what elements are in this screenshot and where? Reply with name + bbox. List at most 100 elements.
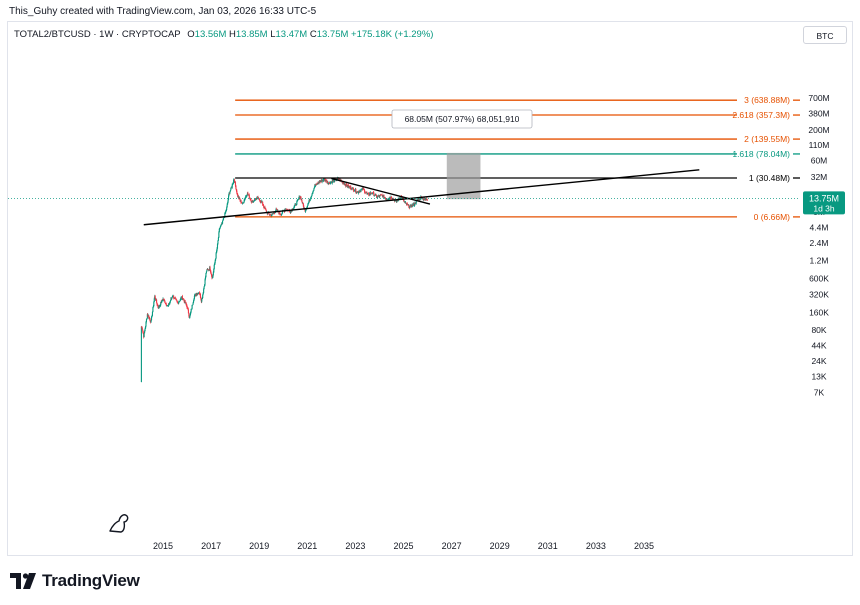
candle-body xyxy=(382,195,384,198)
candle-body xyxy=(411,204,413,208)
candle-body xyxy=(301,201,303,204)
candle-body xyxy=(146,318,148,320)
candle-body xyxy=(243,199,245,202)
candle-body xyxy=(311,193,313,196)
tradingview-brand[interactable]: TradingView xyxy=(10,571,140,591)
candle-body xyxy=(238,196,240,199)
candle-body xyxy=(310,198,312,200)
candle-body xyxy=(220,225,222,227)
candle-body xyxy=(296,201,298,205)
symbol-label[interactable]: TOTAL2/BTCUSD · 1W · CRYPTOCAP xyxy=(14,29,181,40)
candle-body xyxy=(368,194,370,196)
candle-body xyxy=(204,277,207,280)
candle-body xyxy=(189,313,191,316)
candle-body xyxy=(321,180,323,182)
candle-body xyxy=(388,198,390,200)
candle-body xyxy=(343,183,345,184)
candle-body xyxy=(424,198,426,200)
candle-body xyxy=(281,213,283,216)
candle-body xyxy=(168,302,171,305)
measure-tooltip-box xyxy=(391,109,533,129)
candle-body xyxy=(256,197,258,200)
candle-body xyxy=(319,181,321,183)
candle-body xyxy=(212,272,214,276)
candle-body xyxy=(220,224,222,226)
candle-body xyxy=(215,258,217,261)
measure-tooltip-text: 68.05M (507.97%) 68,051,910 xyxy=(405,114,520,124)
candle-body xyxy=(311,193,314,194)
candle-body xyxy=(303,205,305,209)
candle-body xyxy=(317,182,319,184)
candle-body xyxy=(176,301,178,303)
candle-body xyxy=(233,179,235,183)
candle-body xyxy=(190,308,192,312)
candle-body xyxy=(234,179,236,183)
low-label: L xyxy=(270,29,276,40)
candle-body xyxy=(234,182,237,186)
candle-body xyxy=(227,202,229,205)
candle-body xyxy=(364,189,366,193)
candle-body xyxy=(223,217,225,218)
candle-body xyxy=(355,188,357,193)
candle-body xyxy=(327,182,329,183)
candle-body xyxy=(169,301,171,303)
candle-body xyxy=(379,195,381,196)
candle-body xyxy=(247,192,249,195)
candle-body xyxy=(423,199,425,200)
last-price-tag-value: 13.75M xyxy=(809,193,839,203)
candle-body xyxy=(156,302,158,305)
price-axis-tick: 4.4M xyxy=(810,223,829,233)
brand-name: TradingView xyxy=(42,571,140,590)
candle-body xyxy=(171,297,173,299)
candle-body xyxy=(267,212,269,214)
candle-body xyxy=(173,295,175,299)
candle-body xyxy=(265,209,267,211)
candle-body xyxy=(227,199,229,203)
price-axis-tick: 2.4M xyxy=(810,238,829,248)
open-value: 13.56M xyxy=(194,29,227,40)
candle-body xyxy=(258,197,260,199)
candle-body xyxy=(422,197,424,200)
candle-body xyxy=(210,273,213,276)
currency-button[interactable]: BTC xyxy=(803,26,847,44)
candle-body xyxy=(408,204,410,208)
fib-level-label: 2 (139.55M) xyxy=(744,134,790,144)
candle-body xyxy=(210,270,212,273)
candle-body xyxy=(391,198,393,199)
candle-body xyxy=(204,279,206,285)
candle-body xyxy=(251,201,253,203)
candle-body xyxy=(371,193,374,195)
candle-body xyxy=(229,190,231,192)
candle-body xyxy=(361,188,363,190)
price-axis-tick: 320K xyxy=(809,290,829,300)
dino-icon[interactable] xyxy=(109,514,129,533)
candle-body xyxy=(141,327,143,330)
candle-body xyxy=(405,202,407,204)
candle-body xyxy=(225,210,227,213)
candle-body xyxy=(281,213,283,214)
candle-body xyxy=(158,305,160,309)
candle-body xyxy=(370,192,372,194)
time-axis-tick: 2027 xyxy=(442,541,462,551)
candle-body xyxy=(162,298,165,300)
candle-body xyxy=(150,320,152,323)
candle-body xyxy=(228,193,230,196)
candle-body xyxy=(346,184,348,187)
candle-body xyxy=(184,300,186,303)
candle-body xyxy=(305,209,307,210)
candle-body xyxy=(264,208,267,210)
candle-body xyxy=(276,209,278,212)
candle-body xyxy=(289,210,291,213)
candle-body xyxy=(149,317,151,319)
candle-body xyxy=(272,213,274,214)
candle-body xyxy=(202,294,204,299)
candle-body xyxy=(342,181,344,184)
candle-body xyxy=(394,200,396,202)
candle-body xyxy=(294,204,296,206)
fib-level-label: 2.618 (357.3M) xyxy=(732,110,790,120)
candle-body xyxy=(166,305,168,307)
candle-body xyxy=(213,269,215,273)
candle-body xyxy=(218,232,220,238)
candle-body xyxy=(172,296,174,297)
